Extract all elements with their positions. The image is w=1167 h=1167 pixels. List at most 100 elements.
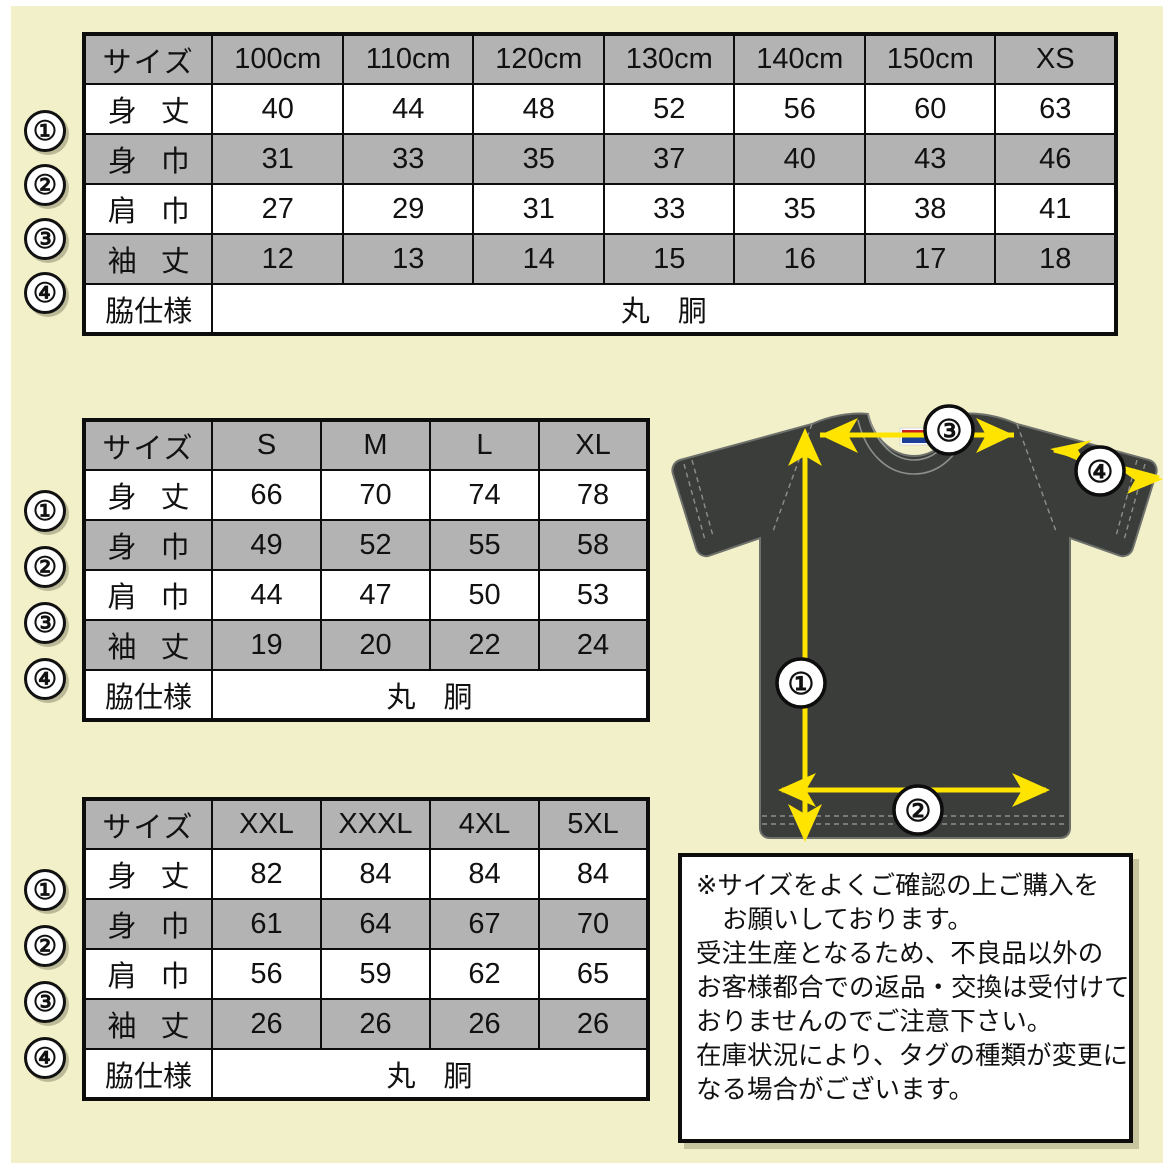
note-line: おりませんのでご注意下さい。 — [696, 1008, 1053, 1036]
cell: 35 — [472, 133, 605, 185]
table-row: 袖 丈 26 26 26 26 — [83, 998, 649, 1050]
cell: 14 — [472, 233, 605, 285]
cell: 84 — [429, 848, 540, 900]
callout-3-arrow — [820, 418, 1014, 453]
header-xxxl: XXXL — [320, 798, 431, 850]
cell: 40 — [733, 133, 866, 185]
cell: 59 — [320, 948, 431, 1000]
cell: 50 — [429, 569, 540, 621]
cell: 41 — [994, 183, 1117, 235]
callout-1-arrow — [788, 428, 822, 842]
row-label-side-spec: 脇仕様 — [83, 1048, 213, 1100]
callout-label-1: ① — [775, 657, 827, 709]
cell: 46 — [994, 133, 1117, 185]
table-row: 身 丈 40 44 48 52 56 60 63 — [82, 83, 1117, 135]
cell: 17 — [863, 233, 997, 285]
cell: 62 — [429, 948, 540, 1000]
cell: 67 — [429, 898, 540, 950]
row-label-sleeve-length: 袖 丈 — [82, 233, 214, 285]
cell: 63 — [994, 83, 1117, 135]
row-label-body-length: 身 丈 — [83, 469, 213, 521]
marker-1-bigsize: ① — [24, 869, 66, 911]
header-xl: XL — [538, 419, 649, 471]
svg-text:④: ④ — [1087, 456, 1114, 489]
cell: 84 — [320, 848, 431, 900]
cell: 44 — [341, 83, 475, 135]
cell: 49 — [211, 519, 322, 571]
cell: 70 — [320, 469, 431, 521]
cell: 31 — [211, 133, 344, 185]
cell: 52 — [320, 519, 431, 571]
cell: 26 — [538, 998, 649, 1050]
cell: 65 — [538, 948, 649, 1000]
table-row: 肩 巾 27 29 31 33 35 38 41 — [82, 183, 1117, 235]
header-100cm: 100cm — [211, 33, 344, 85]
cell: 18 — [994, 233, 1117, 285]
t-shirt-measurement-diagram: .body-fill { fill:#3a3d3a; stroke:#6e706… — [662, 398, 1167, 846]
cell: 47 — [320, 569, 431, 621]
row-label-body-width: 身 巾 — [82, 133, 214, 185]
table-header-row: サイズ S M L XL — [83, 419, 649, 471]
table-footer-row: 脇仕様 丸 胴 — [83, 669, 649, 721]
row-label-side-spec: 脇仕様 — [83, 669, 213, 721]
header-l: L — [429, 419, 540, 471]
marker-4-bigsize: ④ — [24, 1037, 66, 1079]
note-line: なる場合がございます。 — [696, 1076, 974, 1104]
header-110cm: 110cm — [341, 33, 475, 85]
header-120cm: 120cm — [472, 33, 605, 85]
cell: 26 — [211, 998, 322, 1050]
marker-3-kids: ③ — [24, 218, 66, 260]
row-label-shoulder-width: 肩 巾 — [82, 183, 214, 235]
row-label-side-spec: 脇仕様 — [82, 283, 214, 335]
cell: 84 — [538, 848, 649, 900]
cell: 33 — [602, 183, 736, 235]
table-row: 身 丈 66 70 74 78 — [83, 469, 649, 521]
cell: 70 — [538, 898, 649, 950]
header-130cm: 130cm — [602, 33, 736, 85]
size-table-kids: サイズ 100cm 110cm 120cm 130cm 140cm 150cm … — [82, 32, 1118, 336]
row-label-shoulder-width: 肩 巾 — [83, 948, 213, 1000]
cell: 15 — [602, 233, 736, 285]
size-table-bigsize: サイズ XXL XXXL 4XL 5XL 身 丈 82 84 84 84 身 巾… — [82, 797, 650, 1101]
callout-label-3: ③ — [923, 404, 975, 456]
note-line: お願いしております。 — [722, 906, 973, 934]
cell: 12 — [211, 233, 344, 285]
marker-1-adult: ① — [24, 490, 66, 532]
side-spec-value: 丸 胴 — [211, 669, 649, 721]
cell: 60 — [863, 83, 997, 135]
table-footer-row: 脇仕様 丸 胴 — [82, 283, 1117, 335]
row-label-body-width: 身 巾 — [83, 519, 213, 571]
svg-text:③: ③ — [936, 415, 963, 448]
purchase-notice-box: ※サイズをよくご確認の上ご購入を お願いしております。 受注生産となるため、不良… — [678, 853, 1133, 1143]
table-row: 袖 丈 19 20 22 24 — [83, 619, 649, 671]
cell: 43 — [863, 133, 997, 185]
cell: 56 — [733, 83, 866, 135]
callout-label-4: ④ — [1074, 445, 1126, 497]
cell: 22 — [429, 619, 540, 671]
cell: 78 — [538, 469, 649, 521]
cell: 13 — [341, 233, 475, 285]
cell: 35 — [733, 183, 866, 235]
header-size: サイズ — [83, 798, 213, 850]
marker-1-kids: ① — [24, 110, 66, 152]
marker-4-adult: ④ — [24, 658, 66, 700]
table-header-row: サイズ XXL XXXL 4XL 5XL — [83, 798, 649, 850]
table-row: 袖 丈 12 13 14 15 16 17 18 — [82, 233, 1117, 285]
cell: 37 — [602, 133, 736, 185]
callout-label-2: ② — [892, 784, 944, 836]
cell: 16 — [733, 233, 866, 285]
cell: 66 — [211, 469, 322, 521]
header-size: サイズ — [83, 419, 213, 471]
header-xs: XS — [994, 33, 1117, 85]
cell: 64 — [320, 898, 431, 950]
table-row: 肩 巾 56 59 62 65 — [83, 948, 649, 1000]
note-line: お客様都合での返品・交換は受付けて — [696, 974, 1130, 1002]
cell: 61 — [211, 898, 322, 950]
marker-2-bigsize: ② — [24, 925, 66, 967]
table-row: 肩 巾 44 47 50 53 — [83, 569, 649, 621]
marker-3-bigsize: ③ — [24, 981, 66, 1023]
header-140cm: 140cm — [733, 33, 866, 85]
cell: 44 — [211, 569, 322, 621]
table-row: 身 丈 82 84 84 84 — [83, 848, 649, 900]
cell: 55 — [429, 519, 540, 571]
